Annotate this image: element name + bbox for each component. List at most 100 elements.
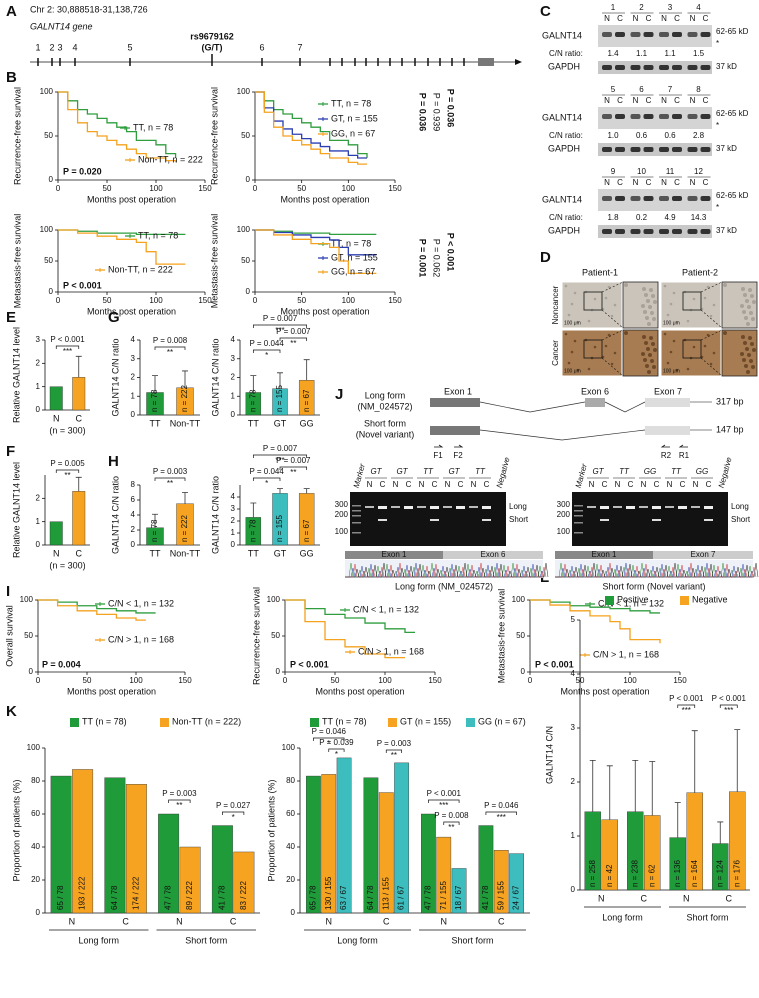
y-tick-label: 5 (571, 615, 576, 624)
y-tick-label: 100 (27, 743, 41, 752)
significance-stars: * (265, 479, 268, 488)
lane-number: 11 (666, 167, 675, 176)
bar (321, 774, 337, 914)
lane-n: N (661, 96, 667, 105)
error-bar (303, 359, 310, 381)
texture (653, 348, 657, 352)
texture (723, 283, 727, 287)
significance-bracket (485, 811, 517, 815)
band (602, 196, 612, 201)
bar-label: n = 238 (630, 860, 639, 887)
x-tick-label: C (122, 916, 129, 926)
y-tick-label: 50 (44, 256, 53, 265)
p-value: P = 0.020 (63, 166, 102, 176)
legend-label: TT, n = 78 (133, 122, 173, 132)
texture (669, 302, 673, 306)
y-tick-label: 100 (40, 87, 54, 96)
trace (555, 562, 759, 578)
cn-ratio: 1.1 (636, 49, 648, 58)
x-tick-label: TT (150, 548, 161, 558)
significance-bracket (279, 337, 308, 341)
exon-number: 5 (127, 42, 132, 52)
blot (598, 189, 712, 211)
band (700, 229, 711, 234)
band (602, 229, 612, 234)
lane-n: N (690, 178, 696, 187)
x-tick-label: GT (274, 418, 287, 428)
band (643, 147, 654, 152)
p-value: P < 0.001 (290, 659, 329, 669)
band (643, 196, 654, 201)
ladder-band (574, 510, 583, 512)
pcr-band (378, 519, 387, 521)
band (615, 147, 625, 152)
ladder-band (574, 515, 583, 517)
y-tick-label: 2 (36, 493, 41, 502)
texture (567, 361, 571, 365)
blot-label: GAPDH (548, 61, 580, 71)
micrograph-zoom (622, 281, 659, 329)
x-tick-label: C (76, 413, 83, 423)
x-tick-label: 150 (198, 184, 212, 193)
x-tick-label: 150 (178, 676, 192, 685)
mw-label: 37 kD (716, 62, 737, 71)
texture (712, 351, 716, 355)
error-bar (674, 802, 681, 838)
x-axis-title: Months post operation (280, 194, 369, 204)
significance-bracket (252, 477, 281, 481)
texture (576, 368, 580, 372)
y-tick-label: 0 (246, 175, 251, 184)
lane-number: 1 (611, 3, 616, 12)
y-tick-label: 2 (231, 373, 236, 382)
lane-c: C (680, 480, 686, 489)
bar (363, 777, 379, 914)
significance-bracket (55, 469, 80, 473)
bar (233, 851, 255, 914)
bar-label: 89 / 222 (185, 881, 194, 910)
pcr-band (430, 506, 439, 509)
panel-label: F (6, 443, 15, 460)
texture (613, 351, 617, 355)
seq-exon: Exon 1 (382, 550, 407, 559)
blot-label: GALNT14 (542, 112, 582, 122)
bar (509, 853, 524, 914)
significance-stars: ** (176, 801, 182, 810)
y-axis-title: Metastasis-free survival (209, 214, 219, 309)
bar-label: n = 78 (150, 519, 159, 542)
band (672, 147, 682, 152)
ladder-band (574, 532, 583, 534)
x-tick-label: 100 (342, 184, 356, 193)
error-bar (606, 765, 613, 820)
y-tick-label: 1 (231, 528, 236, 537)
bar (179, 846, 201, 914)
band (643, 32, 654, 37)
blot-label: GALNT14 (542, 30, 582, 40)
mw-label: * (716, 203, 719, 212)
lane-number: 5 (611, 85, 616, 94)
y-tick-label: 0 (36, 405, 41, 414)
ratio-label: C/N ratio: (549, 49, 583, 58)
bar-label: n = 67 (302, 389, 311, 412)
significance-stars: * (327, 739, 330, 748)
blot (598, 107, 712, 129)
band-label: Long (509, 502, 527, 511)
x-tick-label: TT (248, 548, 259, 558)
texture (750, 342, 754, 346)
bar-label: n = 258 (588, 860, 597, 887)
survival-curve (285, 599, 405, 659)
genotype-label: GG (696, 467, 708, 476)
lane-number: 7 (668, 85, 673, 94)
lane-n: N (633, 178, 639, 187)
lane-c: C (617, 178, 623, 187)
pcr-band (613, 506, 622, 508)
scale-bar: 100 μm (663, 368, 680, 374)
ladder-band (352, 522, 361, 524)
bar-label: 193 / 222 (78, 876, 87, 910)
pcr-band (652, 506, 661, 509)
legend-label: Non-TT, n = 222 (138, 154, 203, 164)
legend-swatch (160, 718, 169, 727)
x-tick-label: 150 (388, 184, 402, 193)
p-value: P = 0.046 (484, 801, 519, 810)
group-label: Short form (185, 935, 227, 945)
